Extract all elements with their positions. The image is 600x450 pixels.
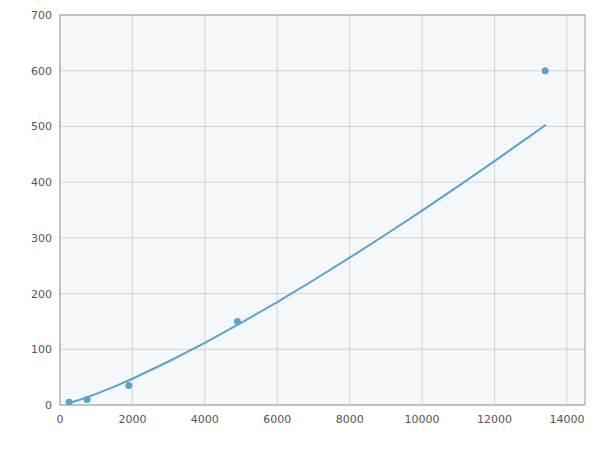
fit-line xyxy=(69,125,545,403)
x-tick-label: 12000 xyxy=(477,413,512,426)
x-grid-line xyxy=(277,15,278,405)
chart: 0 2000 4000 6000 8000 10000 12000 14000 0 100 200 3… xyxy=(0,0,600,450)
x-tick-label: 10000 xyxy=(405,413,440,426)
x-grid-line xyxy=(204,15,205,405)
x-tick-label: 6000 xyxy=(263,413,291,426)
grid xyxy=(60,15,585,405)
y-tick-label: 500 xyxy=(31,120,52,133)
y-tick-label: 100 xyxy=(31,343,52,356)
x-tick-label: 14000 xyxy=(549,413,584,426)
plot-background xyxy=(60,15,585,405)
data-point xyxy=(234,318,241,325)
data-point xyxy=(84,396,91,403)
y-grid-line xyxy=(60,126,585,127)
y-tick-label: 300 xyxy=(31,232,52,245)
x-grid-line xyxy=(566,15,567,405)
x-tick-label: 0 xyxy=(57,413,64,426)
y-grid-line xyxy=(60,293,585,294)
x-grid-line xyxy=(494,15,495,405)
x-grid-line xyxy=(349,15,350,405)
y-tick-label: 400 xyxy=(31,176,52,189)
y-grid-line xyxy=(60,349,585,350)
y-tick-label: 200 xyxy=(31,288,52,301)
x-tick-label: 4000 xyxy=(191,413,219,426)
y-tick-label: 0 xyxy=(45,399,52,412)
data-point xyxy=(66,399,73,405)
data-marks xyxy=(66,67,549,405)
chart-container: 0 2000 4000 6000 8000 10000 12000 14000 0 100 200 3… xyxy=(0,0,600,450)
y-grid-line xyxy=(60,182,585,183)
data-point xyxy=(542,67,549,74)
y-grid-line xyxy=(60,70,585,71)
x-grid-line xyxy=(132,15,133,405)
y-tick-label: 600 xyxy=(31,65,52,78)
x-tick-label: 8000 xyxy=(336,413,364,426)
tick-labels: 0 2000 4000 6000 8000 10000 12000 14000 0 100 200 3… xyxy=(31,9,584,426)
plot-frame xyxy=(60,15,585,405)
data-point xyxy=(125,382,132,389)
x-tick-label: 2000 xyxy=(118,413,146,426)
y-grid-line xyxy=(60,237,585,238)
y-tick-label: 700 xyxy=(31,9,52,22)
